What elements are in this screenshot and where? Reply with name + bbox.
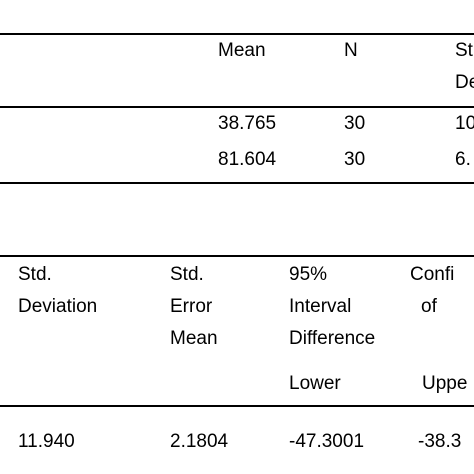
table-rule	[0, 106, 474, 108]
header-cell: Deviation	[18, 296, 98, 317]
header-cell: De	[455, 72, 474, 93]
cell: -38.3	[418, 431, 462, 452]
header-cell: Std.	[170, 264, 204, 285]
table-rule	[0, 33, 474, 35]
header-cell: Mean	[170, 328, 218, 349]
header-cell: Error	[170, 296, 213, 317]
header-cell: Mean	[218, 40, 266, 61]
header-cell: 95%	[289, 264, 328, 285]
table-rule	[0, 182, 474, 184]
header-cell: Confi	[410, 264, 455, 285]
cell: 10	[455, 113, 474, 134]
cell: 81.604	[218, 149, 277, 170]
header-cell: St	[455, 40, 473, 61]
header-cell: N	[344, 40, 358, 61]
header-cell: of	[421, 296, 437, 317]
cell: 30	[344, 113, 366, 134]
subheader-cell: Uppe	[422, 373, 468, 394]
cell: 6.	[455, 149, 471, 170]
cell: 11.940	[18, 431, 75, 452]
table-rule	[0, 255, 474, 257]
cell: 38.765	[218, 113, 277, 134]
cell: 30	[344, 149, 366, 170]
subheader-cell: Lower	[289, 373, 341, 394]
header-cell: Difference	[289, 328, 376, 349]
table-rule	[0, 405, 474, 407]
cell: 2.1804	[170, 431, 229, 452]
header-cell: Interval	[289, 296, 352, 317]
cell: -47.3001	[289, 431, 365, 452]
header-cell: Std.	[18, 264, 52, 285]
